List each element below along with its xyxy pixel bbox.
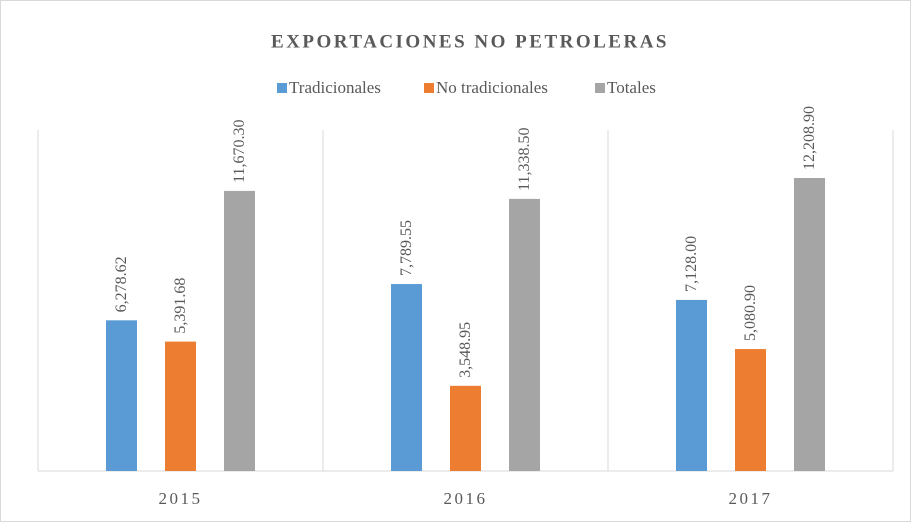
data-label: 11,670.30 [231, 120, 248, 183]
bar [450, 385, 481, 471]
x-tick-label: 2015 [159, 489, 203, 508]
x-tick-label: 2017 [729, 489, 773, 508]
data-label: 3,548.95 [457, 322, 474, 378]
bar [391, 284, 422, 471]
bar [106, 320, 137, 471]
legend-label: No tradicionales [436, 78, 548, 97]
legend-label: Totales [607, 78, 656, 97]
data-label: 5,080.90 [742, 285, 759, 341]
legend-swatch [277, 83, 287, 93]
data-label: 7,789.55 [398, 220, 415, 276]
bar [735, 349, 766, 471]
data-label: 11,338.50 [516, 127, 533, 190]
legend-swatch [424, 83, 434, 93]
bar [794, 177, 825, 472]
chart-title: EXPORTACIONES NO PETROLERAS [271, 31, 669, 52]
x-tick-label: 2016 [444, 489, 488, 508]
bar [509, 198, 540, 471]
data-label: 12,208.90 [801, 106, 818, 170]
data-label: 5,391.68 [172, 278, 189, 334]
data-label: 6,278.62 [113, 256, 130, 312]
legend-label: Tradicionales [289, 78, 381, 97]
legend-swatch [595, 83, 605, 93]
data-label: 7,128.00 [683, 236, 700, 292]
bar [224, 190, 255, 472]
bar [165, 341, 196, 471]
bar [676, 299, 707, 471]
